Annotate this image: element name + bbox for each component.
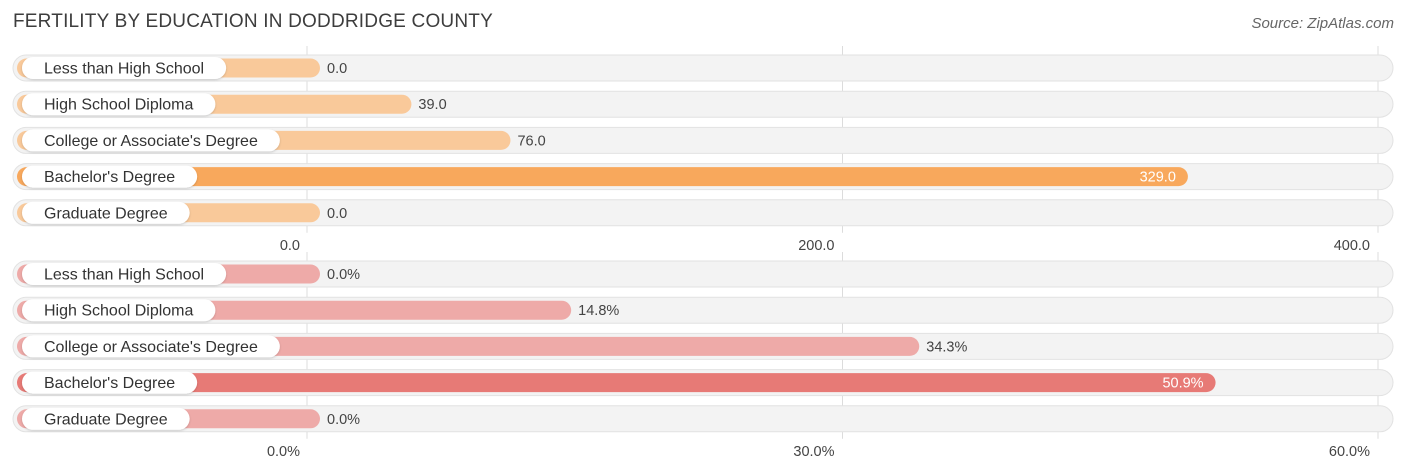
value-label: 50.9% bbox=[1162, 376, 1203, 392]
category-label: Graduate Degree bbox=[44, 205, 168, 222]
category-label-pill bbox=[22, 299, 216, 322]
tick-label: 200.0 bbox=[798, 238, 834, 254]
tick-label: 60.0% bbox=[1329, 444, 1370, 460]
category-label: High School Diploma bbox=[44, 97, 194, 114]
value-label: 0.0 bbox=[327, 61, 347, 77]
value-label: 76.0 bbox=[517, 133, 545, 149]
value-label: 34.3% bbox=[926, 339, 967, 355]
tick-label: 0.0 bbox=[280, 238, 300, 254]
bar-track bbox=[12, 54, 1394, 82]
category-label: College or Associate's Degree bbox=[44, 339, 258, 356]
category-label-pill bbox=[22, 57, 227, 79]
chart-title: FERTILITY BY EDUCATION IN DODDRIDGE COUN… bbox=[13, 11, 493, 32]
value-label: 329.0 bbox=[1140, 170, 1176, 186]
category-label: Less than High School bbox=[44, 61, 204, 78]
category-label: Less than High School bbox=[44, 267, 204, 284]
bar-track bbox=[12, 405, 1394, 433]
value-label: 0.0 bbox=[327, 206, 347, 222]
category-label: College or Associate's Degree bbox=[44, 133, 258, 150]
value-label: 0.0% bbox=[327, 267, 360, 283]
tick-label: 0.0% bbox=[267, 444, 300, 460]
value-label: 0.0% bbox=[327, 412, 360, 428]
tick-label: 400.0 bbox=[1334, 238, 1370, 254]
value-label: 39.0 bbox=[418, 97, 446, 113]
category-label: Bachelor's Degree bbox=[44, 375, 175, 392]
bar-track bbox=[12, 199, 1394, 227]
category-label: Bachelor's Degree bbox=[44, 169, 175, 186]
category-label-pill bbox=[22, 371, 198, 394]
chart-panel-1: Less than High School 0.0 High School Dipl… bbox=[12, 46, 1394, 254]
category-label: High School Diploma bbox=[44, 303, 194, 320]
category-label-pill bbox=[22, 407, 190, 430]
tick-label: 30.0% bbox=[793, 444, 834, 460]
category-label-pill bbox=[22, 129, 280, 152]
category-label-pill bbox=[22, 165, 198, 188]
chart-panel-2: Less than High School 0.0% High School Dip… bbox=[12, 252, 1394, 460]
bar-bachelor-s-degree bbox=[17, 373, 1216, 393]
source-note: Source: ZipAtlas.com bbox=[1251, 15, 1394, 32]
category-label-pill bbox=[22, 263, 227, 285]
value-label: 14.8% bbox=[578, 303, 619, 319]
bar-track bbox=[12, 260, 1394, 288]
category-label-pill bbox=[22, 93, 216, 116]
category-label-pill bbox=[22, 335, 280, 358]
category-label: Graduate Degree bbox=[44, 411, 168, 428]
category-label-pill bbox=[22, 201, 190, 224]
bar-bachelor-s-degree bbox=[17, 167, 1188, 187]
